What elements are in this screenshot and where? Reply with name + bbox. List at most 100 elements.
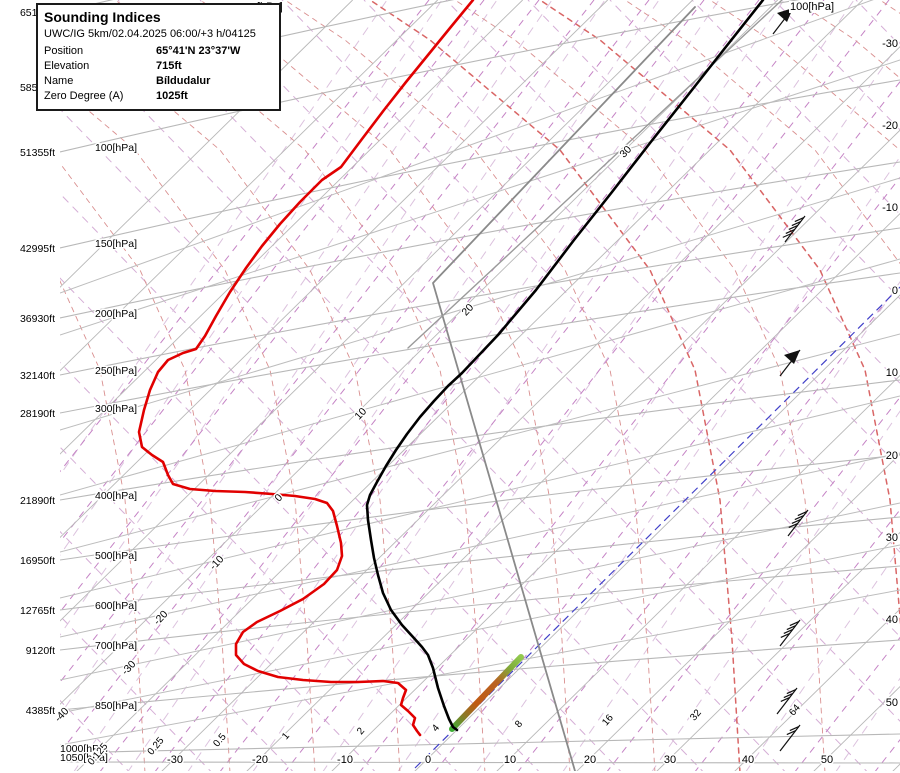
isotherm-line (734, 608, 900, 771)
adiabat-rail-line (60, 502, 900, 681)
temperature-curve (365, 0, 765, 732)
dry-adiabat-line (773, 0, 900, 131)
indices-row-label: Zero Degree (A) (44, 90, 124, 102)
panel-title: Sounding Indices (44, 9, 161, 25)
dry-adiabat-line (199, 0, 900, 722)
isotherm-line (414, 294, 900, 771)
temp-label-right: 0 (892, 285, 898, 297)
isotherm-line (60, 0, 438, 372)
dry-adiabat-line (60, 615, 212, 771)
wind-barb-tick (794, 217, 805, 223)
mixing-ratio-line (284, 0, 890, 771)
isobar-line (60, 565, 900, 651)
minor-dashed-line (476, 156, 900, 771)
zero-degree-isotherm (414, 286, 900, 769)
dry-adiabat-line (117, 0, 868, 771)
adiabat-rail-line (60, 589, 900, 746)
minor-dashed-line (252, 0, 785, 771)
isotherm-line (496, 374, 900, 771)
temp-label-bottom: -30 (167, 754, 183, 766)
dry-adiabat-line (60, 361, 458, 771)
wind-barb-tick (791, 518, 802, 525)
indices-row-value: 715ft (156, 60, 182, 72)
temp-label-bottom: 0 (425, 754, 431, 766)
wind-barb-tick (783, 692, 794, 699)
pressure-label: 1000[hPa] (60, 743, 108, 755)
moist-adiabat-line (199, 0, 571, 771)
temp-label-right: -30 (882, 38, 898, 50)
aux-profile-line (407, 0, 783, 349)
minor-dashed-line (60, 0, 498, 636)
minor-dashed-line (60, 0, 553, 716)
indices-row-label: Position (44, 45, 84, 57)
temp-label-right: 10 (886, 367, 898, 379)
indices-row-value: 1025ft (156, 90, 188, 102)
indices-row-value: Bíldudalur (156, 75, 211, 87)
pressure-label: 1050[hPa] (60, 752, 108, 764)
isotherm-line (60, 0, 608, 539)
mixing-ratio-label: 32 (688, 707, 704, 723)
top-pressure-label: 100[hPa] (789, 1, 836, 13)
isotherm-line (161, 46, 900, 771)
mixing-ratio-line (694, 508, 900, 771)
minor-dashed-line (322, 0, 855, 771)
dry-adiabat-line (60, 108, 704, 771)
isotherm-line (60, 0, 523, 455)
wind-barb-tick (788, 224, 799, 231)
minor-dashed-line (562, 281, 900, 771)
mixing-ratio-line (60, 0, 485, 543)
dry-adiabat-line (60, 446, 376, 771)
minor-dashed-line (745, 546, 900, 771)
dewpoint-curve (137, 0, 475, 737)
isotherm-line (892, 763, 900, 771)
temp-label-bottom: 40 (742, 754, 754, 766)
adiabat-rail-line (60, 395, 900, 599)
isobar-line (60, 733, 900, 754)
wind-barb-staff (787, 509, 809, 537)
temp-label-bottom: 50 (821, 754, 833, 766)
pressure-label: 400[hPa] (95, 490, 137, 502)
wind-barb (776, 687, 798, 715)
adiabat-rail-line (60, 177, 900, 431)
pressure-label: 200[hPa] (95, 308, 137, 320)
wind-barb-staff (779, 724, 801, 752)
adiabat-rail-label: 20 (459, 301, 476, 318)
adiabat-rail-label: 30 (617, 143, 634, 160)
wind-barb (782, 215, 806, 243)
indices-row-label: Name (44, 75, 74, 87)
indices-rows: Position 65°41'N 23°37'W Elevation 715ft Nam… (44, 44, 273, 104)
moist-adiabat-line (454, 0, 826, 771)
adiabat-rail-line (60, 452, 900, 638)
pressure-label: 600[hPa] (95, 600, 137, 612)
temp-label-bottom: -20 (252, 754, 268, 766)
dry-adiabat-line (855, 0, 900, 47)
pressure-label: 250[hPa] (95, 365, 137, 377)
altitude-label: 16950ft (20, 555, 55, 567)
mixing-ratio-line (60, 0, 650, 754)
moist-adiabat-line (709, 0, 900, 151)
surface-parcel-segment (449, 654, 524, 732)
temp-label-right: 20 (886, 450, 898, 462)
dry-adiabat-line (281, 0, 900, 638)
wind-barb-tick (780, 632, 791, 638)
altitude-label: 51355ft (20, 147, 55, 159)
isobar-line (60, 454, 900, 561)
temp-label-right: -20 (882, 120, 898, 132)
indices-row-value: 65°41'N 23°37'W (156, 45, 241, 57)
minor-dashed-line (60, 0, 443, 556)
adiabat-rail-label: 10 (352, 405, 369, 422)
altitude-label: 28190ft (20, 408, 55, 420)
mixing-ratio-line (60, 0, 430, 473)
isotherm-line (60, 0, 693, 622)
adiabat-rail-line (60, 0, 874, 294)
wind-barb (779, 724, 801, 752)
wind-barb-tick (797, 511, 808, 517)
minor-dashed-line (397, 41, 900, 771)
mixing-ratio-line (606, 396, 900, 771)
isobar-line (60, 379, 900, 501)
wind-barb-tick (783, 628, 794, 635)
adiabat-rail-line (60, 544, 900, 714)
isobar-line (60, 761, 900, 764)
